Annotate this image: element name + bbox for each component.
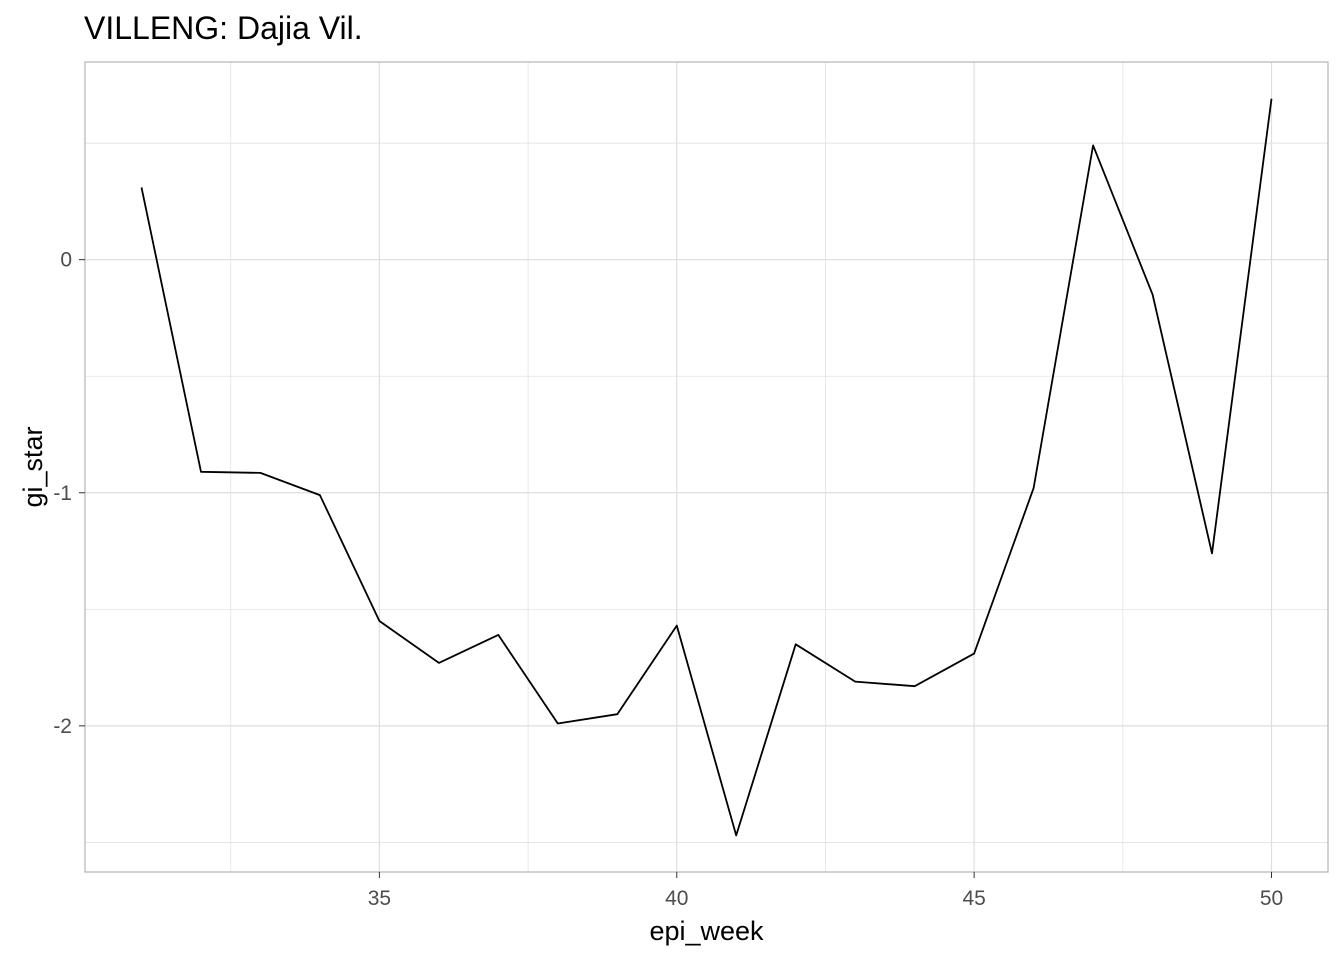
series-line [140,98,1273,837]
x-tick-label: 40 [665,887,688,910]
x-axis-ticks: 35 40 45 50 [368,872,1283,910]
chart-title: VILLENG: Dajia Vil. [84,10,363,46]
y-axis-ticks: 0 -1 -2 [53,249,85,738]
y-tick-label: -1 [53,482,72,505]
y-tick-label: 0 [60,249,72,272]
series-layer [140,98,1273,837]
y-axis-title: gi_star [18,426,48,507]
panel-border [84,61,1329,873]
x-tick-label: 45 [962,887,985,910]
minor-gridlines [85,62,1328,872]
major-gridlines [85,62,1328,872]
y-tick-label: -2 [53,715,72,738]
x-tick-label: 50 [1260,887,1283,910]
x-axis-title: epi_week [649,916,764,946]
x-tick-label: 35 [368,887,391,910]
